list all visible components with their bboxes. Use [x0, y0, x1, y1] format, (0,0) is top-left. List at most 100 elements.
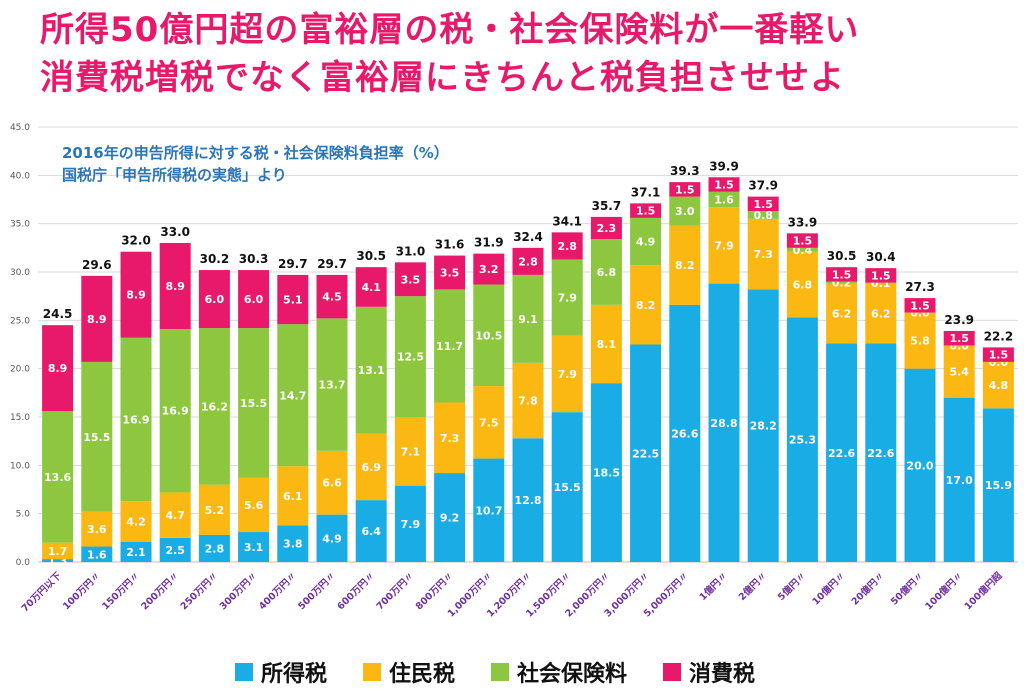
bar-segment	[786, 317, 818, 562]
bar-segment	[590, 383, 622, 562]
bar-segment	[669, 182, 701, 197]
segment-label: 7.9	[714, 239, 734, 252]
segment-label: 1.5	[714, 179, 734, 192]
segment-label: 2.3	[597, 222, 617, 235]
total-label: 29.6	[82, 258, 112, 272]
bar-segment	[512, 274, 544, 363]
chart-legend: 所得税 住民税 社会保険料 消費税	[235, 656, 755, 688]
segment-label: 26.6	[671, 427, 698, 440]
bar-segment	[826, 267, 858, 282]
segment-label: 16.9	[162, 405, 189, 418]
segment-label: 11.7	[436, 340, 463, 353]
segment-label: 6.6	[322, 477, 342, 490]
segment-label: 1.5	[675, 183, 695, 196]
segment-label: 12.5	[397, 351, 424, 364]
bar-segment	[630, 203, 662, 218]
segment-label: 4.9	[322, 532, 342, 545]
category-label: 500万円〃	[296, 570, 338, 612]
segment-label: 0.8	[753, 209, 773, 222]
legend-item-consumption-tax: 消費税	[663, 656, 755, 688]
total-label: 30.3	[239, 252, 269, 266]
bar-segment	[81, 546, 113, 562]
bar-segment	[747, 211, 779, 219]
bar-segment	[159, 492, 191, 538]
category-label: 20億円〃	[849, 570, 887, 608]
total-label: 39.3	[670, 164, 700, 178]
total-label: 30.5	[827, 249, 857, 263]
segment-label: 10.5	[475, 329, 502, 342]
segment-label: 3.5	[401, 273, 421, 286]
bar-segment	[277, 466, 309, 526]
y-tick-label: 10.0	[10, 461, 30, 471]
bar-segment	[42, 559, 74, 562]
segment-label: 2.8	[518, 255, 538, 268]
segment-label: 9.1	[518, 313, 538, 326]
bar-segment	[904, 368, 936, 562]
segment-label: 1.6	[714, 194, 734, 207]
segment-label: 4.1	[361, 281, 381, 294]
bar-segment	[708, 191, 740, 208]
bar-segment	[826, 343, 858, 562]
bar-segment	[81, 361, 113, 512]
segment-label: 3.5	[440, 266, 460, 279]
total-label: 30.4	[866, 250, 896, 264]
legend-label-resident-tax: 住民税	[389, 662, 456, 687]
segment-label: 20.0	[906, 459, 933, 472]
total-label: 31.6	[435, 238, 465, 252]
segment-label: 1.5	[871, 269, 891, 282]
bar-segment	[865, 343, 897, 562]
bar-segment	[551, 232, 583, 260]
segment-label: 2.8	[557, 240, 577, 253]
segment-label: 4.7	[165, 509, 185, 522]
bar-segment	[120, 251, 152, 338]
bar-segment	[120, 501, 152, 542]
segment-label: 13.1	[358, 364, 385, 377]
bar-segment	[630, 265, 662, 345]
chart-subtitle: 国税庁「申告所得税の実態」より	[62, 166, 287, 184]
y-tick-label: 25.0	[10, 316, 30, 326]
total-label: 37.9	[748, 179, 778, 193]
bar-segment	[747, 218, 779, 290]
segment-label: 16.2	[201, 400, 228, 413]
bar-segment	[982, 347, 1014, 362]
bar-segment	[473, 253, 505, 285]
segment-label: 6.8	[793, 279, 813, 292]
bar-segment	[120, 337, 152, 502]
y-tick-label: 45.0	[10, 123, 30, 133]
bar-segment	[669, 304, 701, 562]
segment-label: 3.8	[283, 538, 303, 551]
bar-segment	[943, 330, 975, 346]
legend-label-social-insurance: 社会保険料	[517, 662, 628, 687]
total-label: 33.0	[160, 225, 190, 239]
segment-label: 16.9	[122, 413, 149, 426]
segment-label: 15.5	[83, 431, 110, 444]
bar-segment	[708, 207, 740, 284]
segment-label: 6.0	[205, 293, 225, 306]
bar-segment	[355, 306, 387, 434]
bar-segment	[551, 412, 583, 562]
segment-label: 3.2	[479, 263, 499, 276]
bar-segment	[630, 344, 662, 562]
bar-segment	[943, 345, 975, 398]
bar-segment	[982, 361, 1014, 409]
bar-segment	[826, 283, 858, 344]
segment-label: 1.5	[910, 299, 930, 312]
segment-label: 1.5	[636, 205, 656, 218]
bar-segment	[277, 324, 309, 467]
segment-label: 5.8	[910, 335, 930, 348]
bar-segment	[708, 177, 740, 192]
legend-item-social-insurance: 社会保険料	[491, 656, 627, 688]
total-label: 34.1	[552, 214, 582, 228]
bar-segment	[277, 274, 309, 325]
segment-label: 2.8	[205, 542, 225, 555]
bar-segment	[473, 458, 505, 562]
bar-segment	[669, 196, 701, 226]
category-label: 1億円〃	[697, 570, 730, 603]
bar-segment	[355, 500, 387, 562]
bar-segment	[159, 537, 191, 562]
segment-label: 7.3	[440, 432, 460, 445]
segment-label: 7.5	[479, 416, 499, 429]
y-tick-label: 35.0	[10, 220, 30, 230]
bar-segment	[512, 438, 544, 562]
legend-swatch-social-insurance	[491, 663, 510, 681]
